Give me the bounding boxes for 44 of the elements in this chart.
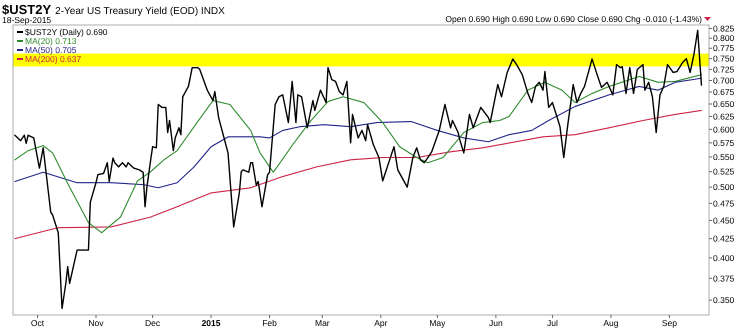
x-tick-label: 2015 [202, 318, 221, 328]
legend-label: MA(50) 0.705 [25, 44, 77, 55]
legend-label: $UST2Y (Daily) 0.690 [25, 26, 108, 37]
x-tick-label: Apr [374, 318, 388, 328]
line-series [14, 110, 702, 240]
y-tick-label: 0.450 [713, 216, 735, 226]
y-tick-label: 0.500 [713, 182, 735, 192]
x-tick-label: Dec [145, 318, 161, 328]
x-tick-label: Feb [262, 318, 278, 328]
x-tick-label: Nov [88, 318, 104, 328]
x-tick-label: Mar [315, 318, 330, 328]
y-tick-label: 0.425 [713, 234, 735, 244]
y-tick-label: 0.375 [713, 273, 735, 284]
y-tick-label: 0.700 [713, 75, 735, 86]
legend-label: MA(200) 0.637 [25, 54, 82, 64]
y-tick-label: 0.400 [713, 252, 735, 263]
y-tick-label: 0.600 [713, 124, 735, 134]
y-tick-label: 0.725 [713, 64, 735, 74]
y-tick-label: 0.575 [713, 138, 735, 148]
x-tick-label: Aug [603, 318, 619, 328]
legend-label: MA(20) 0.713 [25, 36, 77, 46]
y-tick-label: 0.750 [713, 54, 735, 64]
x-tick-label: Jun [489, 318, 503, 328]
x-tick-label: Jul [547, 318, 558, 328]
y-tick-label: 0.350 [713, 295, 735, 306]
chart-title: $UST2Y [2, 2, 52, 17]
text: 18-Sep-2015 [2, 15, 52, 25]
y-tick-label: 0.550 [713, 152, 735, 162]
chart-subtitle: 2-Year US Treasury Yield (EOD) INDX [55, 6, 226, 17]
y-tick-label: 0.800 [713, 33, 735, 44]
y-tick-label: 0.825 [713, 23, 735, 34]
y-tick-label: 0.650 [713, 98, 735, 109]
x-tick-label: Oct [30, 318, 45, 328]
y-tick-label: 0.625 [713, 111, 735, 122]
y-tick-label: 0.525 [713, 166, 735, 177]
line-series [14, 74, 702, 234]
line-series [14, 30, 702, 310]
x-tick-label: Sep [662, 318, 678, 328]
x-tick-label: May [429, 318, 446, 328]
text: Open 0.690 High 0.690 Low 0.690 Close 0.690 Chg -0.010 (-1.43%) [445, 14, 702, 24]
y-tick-label: 0.675 [713, 87, 735, 98]
y-tick-label: 0.475 [713, 198, 735, 208]
line-series [14, 78, 702, 188]
y-tick-label: 0.775 [713, 43, 735, 54]
